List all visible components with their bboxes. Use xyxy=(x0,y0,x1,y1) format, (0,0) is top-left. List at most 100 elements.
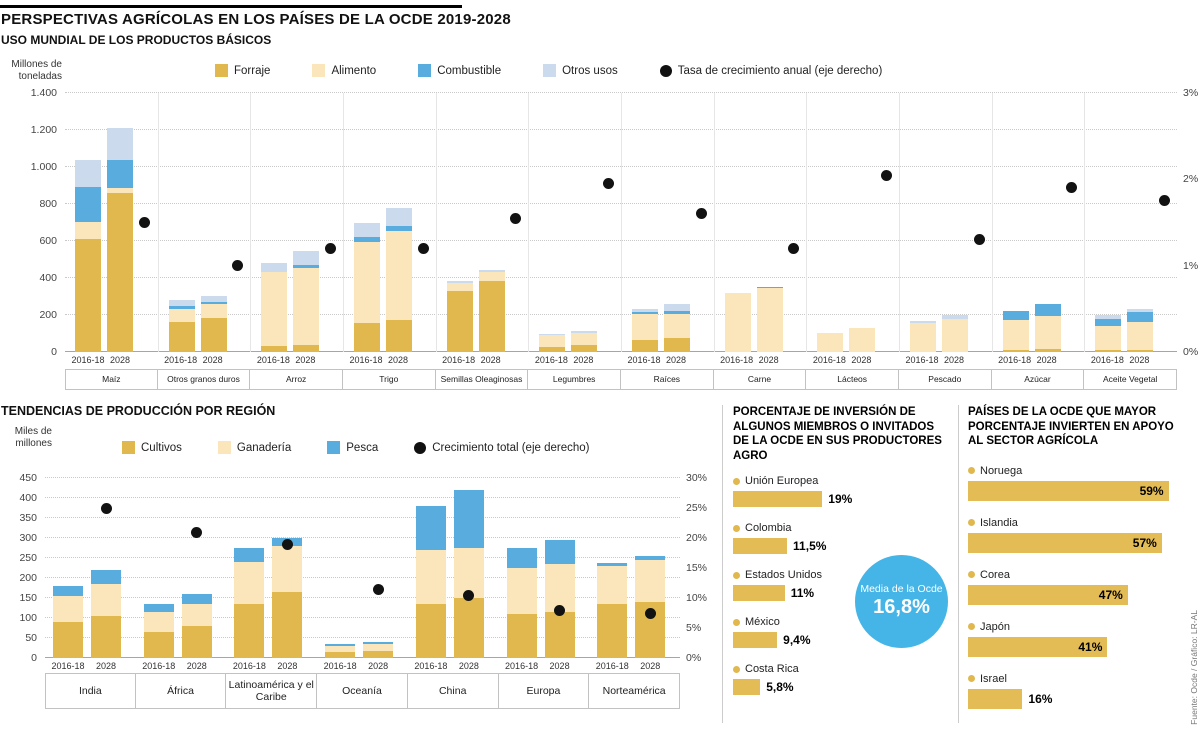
country-label-row: Islandia xyxy=(968,517,1188,529)
legend-item-ganader-a: Ganadería xyxy=(217,441,292,454)
period-label: 2028 xyxy=(758,355,779,365)
segment-alimento xyxy=(1002,319,1029,351)
gridline xyxy=(45,537,680,538)
category-group xyxy=(713,93,807,352)
segment-otros-usos xyxy=(1095,315,1122,319)
stacked-bar xyxy=(632,308,658,352)
category-group xyxy=(806,93,899,352)
period-label: 2016-18 xyxy=(51,661,85,671)
segment-forraje xyxy=(293,344,320,352)
category-label: Trigo xyxy=(342,369,436,390)
country-name: Japón xyxy=(980,620,1010,633)
y-axis-tick-label: 1.000 xyxy=(30,161,57,173)
country-bar-row: 47% xyxy=(968,584,1188,605)
country-item: Corea 47% xyxy=(968,569,1188,605)
segment-alimento xyxy=(632,314,658,340)
legend-swatch-icon xyxy=(312,64,326,77)
segment-forraje xyxy=(75,239,101,352)
segment-forraje xyxy=(1095,350,1122,352)
plot-area xyxy=(65,92,1177,352)
segment-cultivos xyxy=(234,604,265,658)
category-group xyxy=(899,93,992,352)
segment-forraje xyxy=(1127,350,1154,352)
value-label: 57% xyxy=(1132,535,1157,550)
segment-cultivos xyxy=(363,650,394,658)
y2-axis-tick-label: 0% xyxy=(686,652,702,664)
period-label: 2028 xyxy=(295,355,316,365)
stacked-bar xyxy=(544,540,575,658)
segment-ganader-a xyxy=(325,646,356,652)
y-axis-tick-label: 300 xyxy=(19,532,37,544)
period-label: 2016-18 xyxy=(442,355,476,365)
period-label: 2016-18 xyxy=(256,355,290,365)
period-label: 2028 xyxy=(202,355,223,365)
value-bar: 57% xyxy=(968,532,1162,553)
y2-axis-tick-label: 20% xyxy=(686,532,708,544)
value-bar: 41% xyxy=(968,636,1108,657)
segment-otros-usos xyxy=(354,222,380,238)
category-group xyxy=(528,93,621,352)
category-group xyxy=(136,478,227,658)
stacked-bar xyxy=(200,296,227,352)
country-item: México 9,4% xyxy=(733,616,949,649)
bullet-icon xyxy=(733,477,740,485)
y2-axis-tick-label: 25% xyxy=(686,502,708,514)
segment-pesca xyxy=(415,506,446,550)
segment-pesca xyxy=(544,540,575,564)
growth-rate-dot xyxy=(232,260,244,272)
period-label: 2016-18 xyxy=(164,355,198,365)
segment-alimento xyxy=(168,308,195,323)
segment-otros-usos xyxy=(200,296,227,302)
legend-label: Ganadería xyxy=(236,441,292,454)
category-label: Latinoamérica y el Caribe xyxy=(225,673,318,709)
stacked-bar xyxy=(571,331,598,352)
segment-alimento xyxy=(200,303,227,318)
segment-forraje xyxy=(446,290,473,352)
country-name: Costa Rica xyxy=(745,663,799,676)
y-axis-tick-label: 250 xyxy=(19,552,37,564)
country-item: Estados Unidos 11% xyxy=(733,569,949,602)
legend-swatch-icon xyxy=(543,64,557,77)
segment-combustible xyxy=(75,187,101,222)
country-label-row: Estados Unidos xyxy=(733,569,949,581)
legend-item-growth: Crecimiento total (eje derecho) xyxy=(414,441,589,454)
growth-rate-dot xyxy=(324,242,336,254)
country-bar-row: 16% xyxy=(968,688,1188,709)
category-label: Pescado xyxy=(898,369,992,390)
country-label-row: Japón xyxy=(968,621,1188,633)
value-bar: 59% xyxy=(968,480,1169,501)
category-group xyxy=(65,93,158,352)
stacked-bar xyxy=(453,490,484,658)
segment-cultivos xyxy=(143,632,174,658)
commodity-use-chart: Millones de toneladas Forraje Alimento Com… xyxy=(0,58,1200,400)
growth-rate-dot xyxy=(788,242,800,254)
segment-alimento xyxy=(478,272,505,281)
period-label: 2028 xyxy=(109,355,131,365)
bullet-icon xyxy=(968,519,975,527)
segment-forraje xyxy=(571,344,598,352)
segment-pesca xyxy=(181,594,212,604)
stacked-bar xyxy=(664,303,690,352)
segment-forraje xyxy=(200,317,227,352)
segment-ganader-a xyxy=(363,644,394,651)
gridline xyxy=(45,637,680,638)
growth-dot-icon xyxy=(414,441,427,454)
country-item: Noruega 59% xyxy=(968,465,1188,501)
segment-otros-usos xyxy=(664,303,690,312)
country-bar-row: 59% xyxy=(968,480,1188,501)
segment-cultivos xyxy=(453,598,484,658)
period-label: 2016-18 xyxy=(998,355,1032,365)
oecd-average-label: Media de la Ocde xyxy=(860,583,943,595)
y2-axis-tick-label: 3% xyxy=(1183,87,1199,99)
category-label: India xyxy=(45,673,136,709)
category-label: China xyxy=(406,673,499,709)
growth-rate-dot xyxy=(973,234,985,246)
stacked-bar xyxy=(386,207,412,352)
period-label: 2028 xyxy=(186,661,207,671)
y2-axis-tick-label: 10% xyxy=(686,592,708,604)
category-group xyxy=(317,478,408,658)
segment-ganader-a xyxy=(544,564,575,612)
stacked-bar xyxy=(910,320,936,352)
period-label: 2016-18 xyxy=(71,355,105,365)
y-axis-tick-label: 200 xyxy=(19,572,37,584)
